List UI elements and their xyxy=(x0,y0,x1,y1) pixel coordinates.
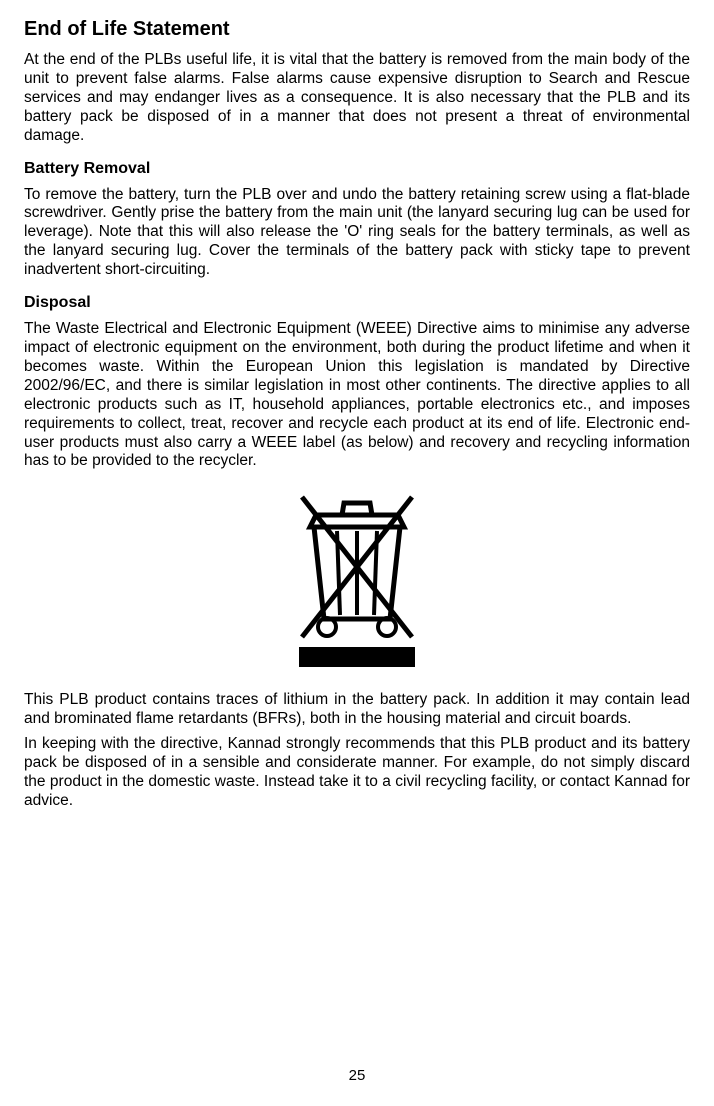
page-number: 25 xyxy=(0,1067,714,1084)
disposal-paragraph-1: The Waste Electrical and Electronic Equi… xyxy=(24,320,690,471)
battery-removal-paragraph: To remove the battery, turn the PLB over… xyxy=(24,186,690,281)
weee-crossed-bin-icon xyxy=(282,479,432,669)
page-title: End of Life Statement xyxy=(24,18,690,41)
disposal-paragraph-3: In keeping with the directive, Kannad st… xyxy=(24,735,690,811)
intro-paragraph: At the end of the PLBs useful life, it i… xyxy=(24,51,690,146)
disposal-heading: Disposal xyxy=(24,294,690,312)
battery-removal-heading: Battery Removal xyxy=(24,160,690,178)
disposal-paragraph-2: This PLB product contains traces of lith… xyxy=(24,691,690,729)
